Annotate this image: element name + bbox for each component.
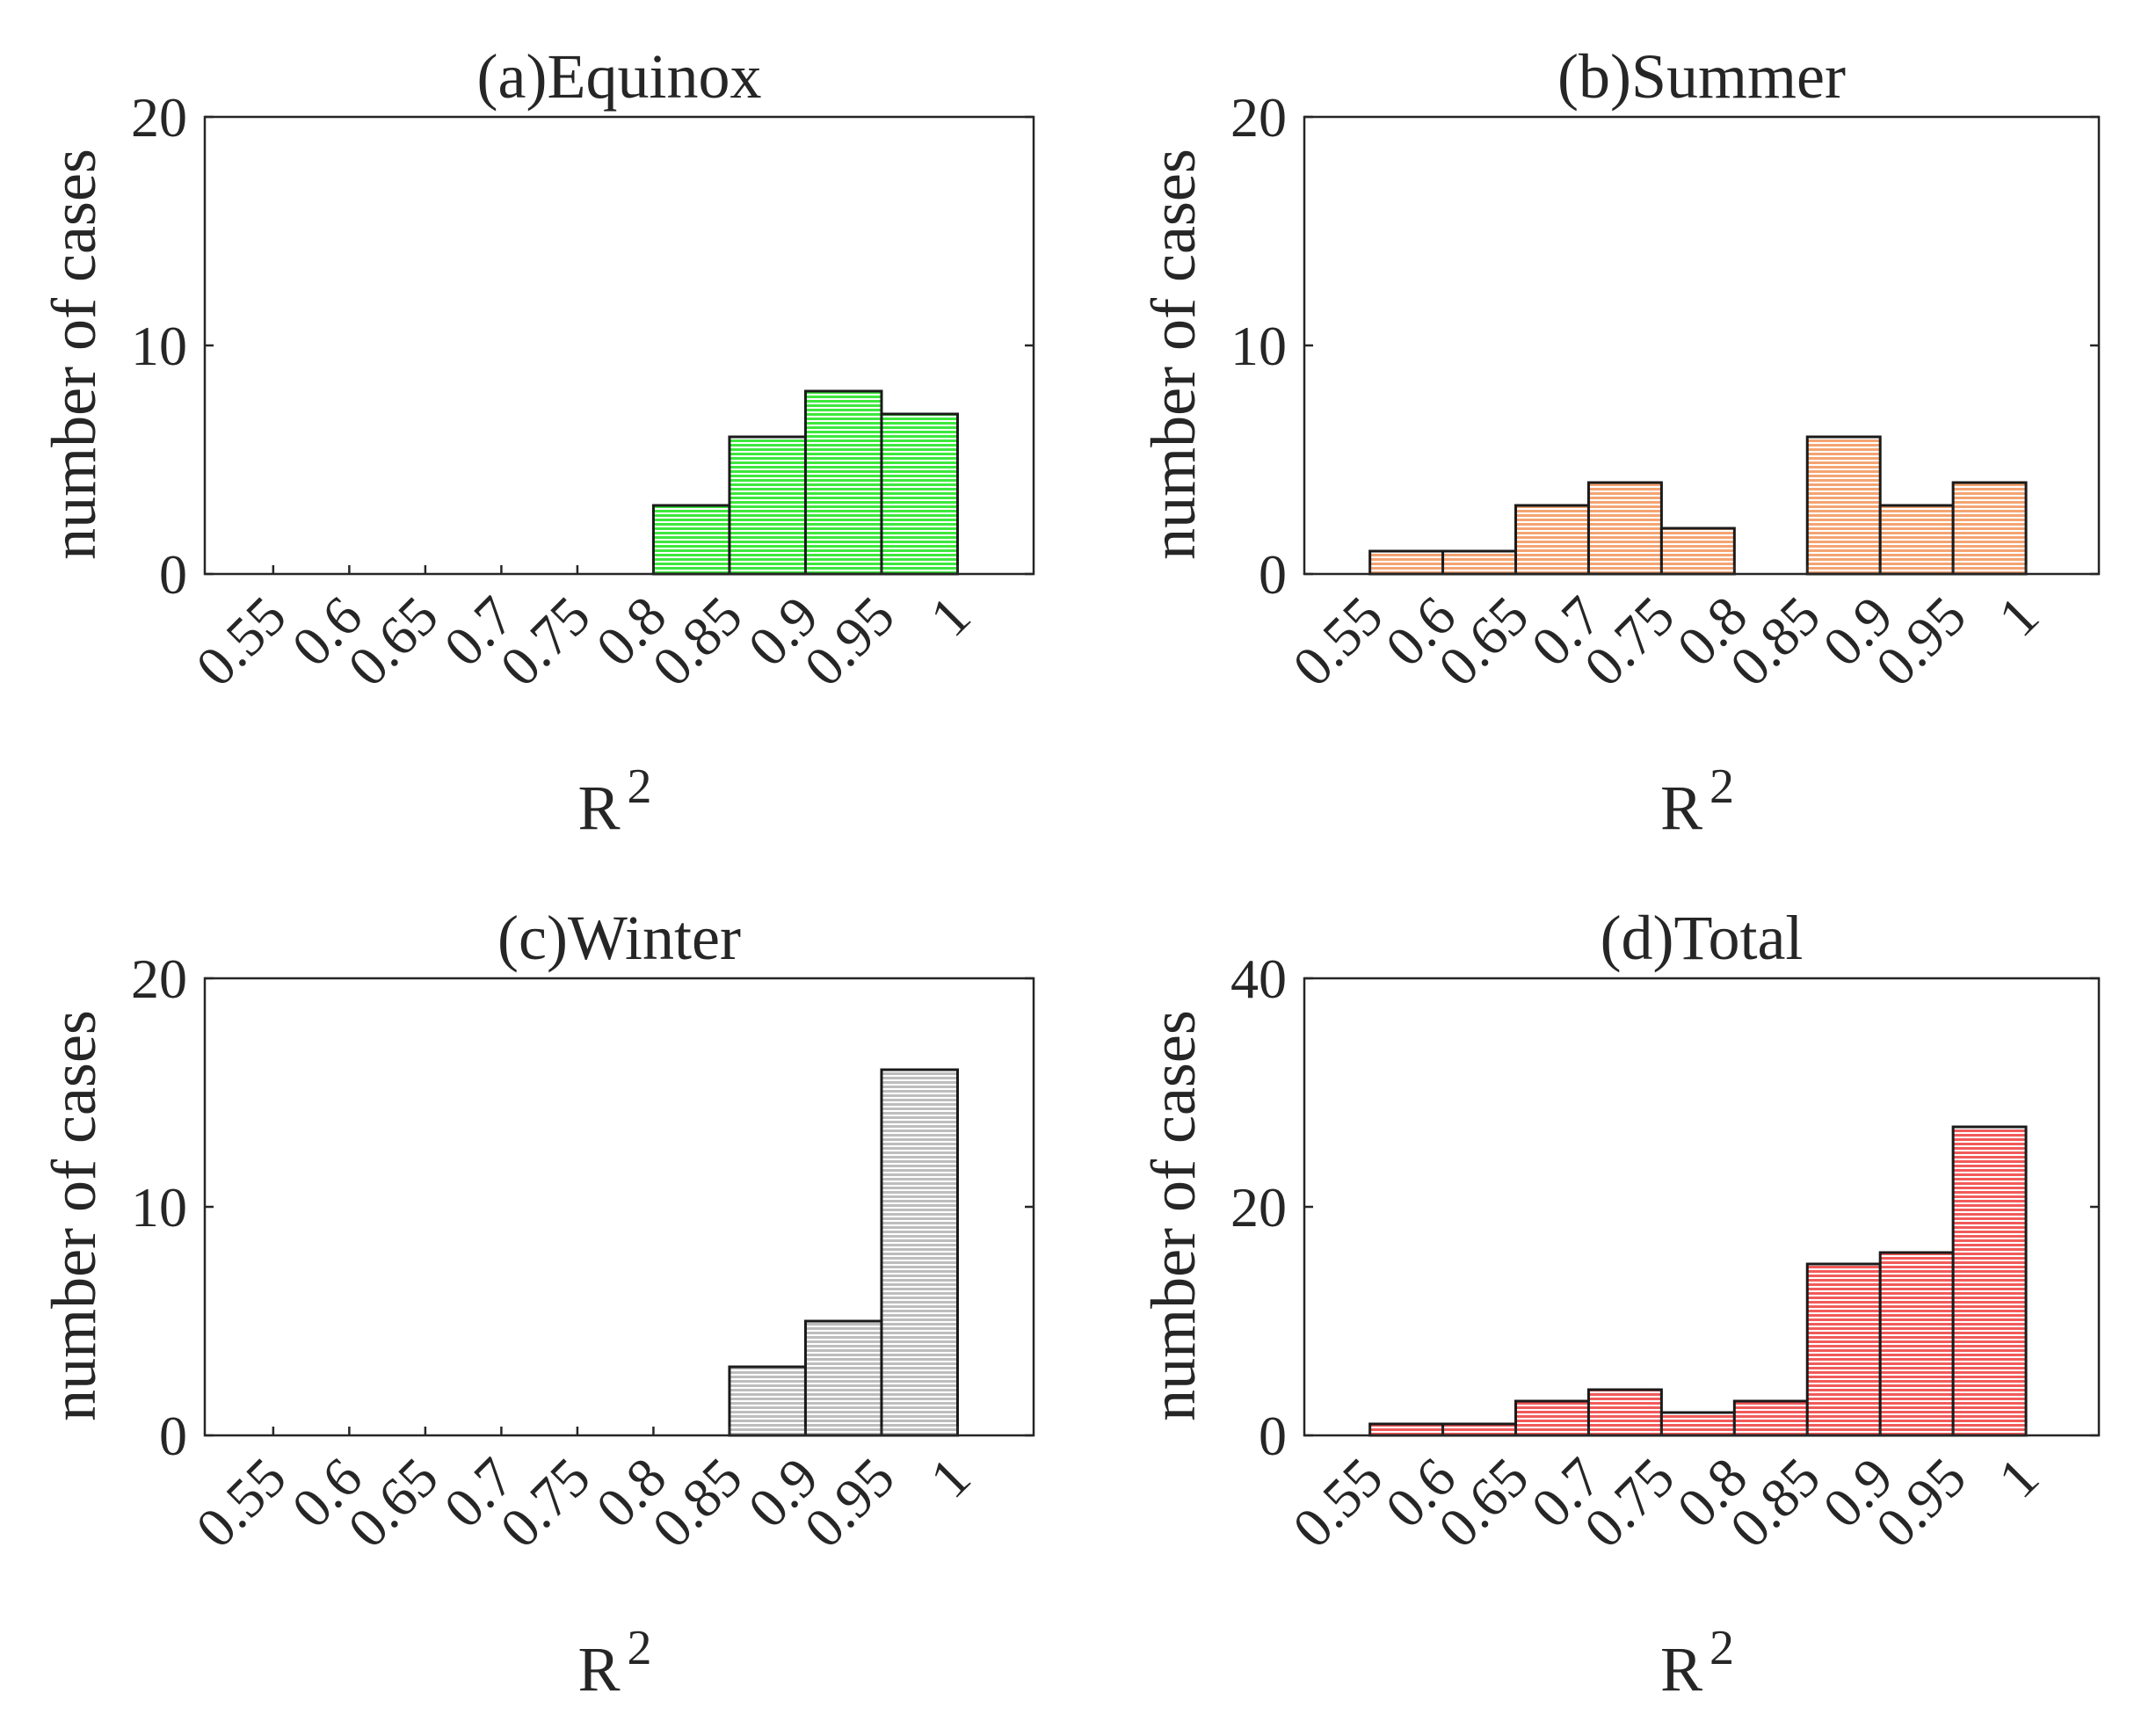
x-tick-label: 0.95 bbox=[1864, 585, 1978, 698]
y-tick-label: 20 bbox=[131, 86, 187, 149]
x-tick-label: 0.75 bbox=[1572, 585, 1686, 698]
x-tick-label: 0.85 bbox=[1718, 585, 1832, 698]
bar-0.85-0.9 bbox=[728, 435, 807, 576]
bar-0.85-0.9 bbox=[1805, 435, 1882, 576]
chart-title: (b)Summer bbox=[1557, 41, 1846, 112]
y-tick-label: 10 bbox=[131, 1176, 187, 1238]
y-tick-label: 20 bbox=[1230, 86, 1287, 149]
bar-0.95-1 bbox=[1951, 1125, 2028, 1437]
x-tick-label: 0.55 bbox=[1281, 585, 1394, 698]
bar-0.75-0.8 bbox=[1659, 527, 1736, 576]
bar-0.8-0.85 bbox=[1732, 1399, 1809, 1437]
bar-0.6-0.65 bbox=[1441, 549, 1518, 576]
x-tick-label: 0.75 bbox=[488, 585, 601, 698]
x-tick-label: 0.85 bbox=[640, 585, 753, 698]
bar-0.95-1 bbox=[880, 412, 959, 576]
bar-0.65-0.7 bbox=[1514, 504, 1590, 576]
bar-0.7-0.75 bbox=[1586, 1388, 1663, 1437]
y-tick-label: 0 bbox=[159, 1405, 187, 1467]
x-tick-label: 0.65 bbox=[336, 585, 449, 698]
x-tick-label: 0.65 bbox=[336, 1446, 449, 1559]
x-tick-label: 0.55 bbox=[184, 585, 297, 698]
bar-0.55-0.6 bbox=[1368, 549, 1445, 576]
x-tick-label: 0.95 bbox=[1864, 1446, 1978, 1559]
bar-0.55-0.6 bbox=[1368, 1422, 1445, 1437]
y-axis-label: number of cases bbox=[1138, 1010, 1209, 1421]
x-tick-label: 1 bbox=[1986, 585, 2051, 649]
y-tick-label: 20 bbox=[131, 948, 187, 1010]
y-axis-label: number of cases bbox=[1138, 149, 1209, 560]
bar-0.9-0.95 bbox=[803, 1319, 883, 1437]
bar-0.85-0.9 bbox=[1805, 1262, 1882, 1437]
x-tick-label: 1 bbox=[1986, 1446, 2051, 1510]
bar-0.8-0.85 bbox=[651, 504, 731, 576]
y-tick-label: 0 bbox=[1259, 1405, 1287, 1467]
x-tick-label: 0.55 bbox=[1281, 1446, 1394, 1559]
y-axis-label: number of cases bbox=[39, 1010, 109, 1421]
bar-0.85-0.9 bbox=[728, 1365, 807, 1437]
bar-0.9-0.95 bbox=[803, 389, 883, 576]
chart-title: (a)Equinox bbox=[477, 41, 762, 112]
bar-0.9-0.95 bbox=[1878, 1251, 1955, 1437]
x-tick-label: 0.95 bbox=[792, 1446, 905, 1559]
x-tick-label: 0.75 bbox=[488, 1446, 601, 1559]
y-axis-label: number of cases bbox=[39, 149, 109, 560]
y-tick-label: 10 bbox=[131, 315, 187, 377]
bar-0.95-1 bbox=[1951, 481, 2028, 576]
x-tick-label: 0.65 bbox=[1426, 585, 1540, 698]
x-tick-label: 0.75 bbox=[1572, 1446, 1686, 1559]
x-tick-label: 0.55 bbox=[184, 1446, 297, 1559]
x-tick-label: 0.65 bbox=[1426, 1446, 1540, 1559]
chart-title: (d)Total bbox=[1601, 903, 1804, 973]
y-tick-label: 0 bbox=[1259, 543, 1287, 606]
x-tick-label: 0.95 bbox=[792, 585, 905, 698]
y-tick-label: 40 bbox=[1230, 948, 1287, 1010]
y-tick-label: 10 bbox=[1230, 315, 1287, 377]
x-tick-label: 1 bbox=[918, 585, 983, 649]
bar-0.6-0.65 bbox=[1441, 1422, 1518, 1437]
x-tick-label: 1 bbox=[918, 1446, 983, 1510]
x-tick-label: 0.85 bbox=[1718, 1446, 1832, 1559]
bar-0.65-0.7 bbox=[1514, 1399, 1590, 1437]
bar-0.9-0.95 bbox=[1878, 504, 1955, 576]
bar-0.95-1 bbox=[880, 1068, 959, 1437]
bar-0.75-0.8 bbox=[1659, 1411, 1736, 1437]
x-tick-label: 0.85 bbox=[640, 1446, 753, 1559]
y-tick-label: 20 bbox=[1230, 1176, 1287, 1238]
bar-0.7-0.75 bbox=[1586, 481, 1663, 576]
y-tick-label: 0 bbox=[159, 543, 187, 606]
chart-title: (c)Winter bbox=[497, 903, 741, 973]
